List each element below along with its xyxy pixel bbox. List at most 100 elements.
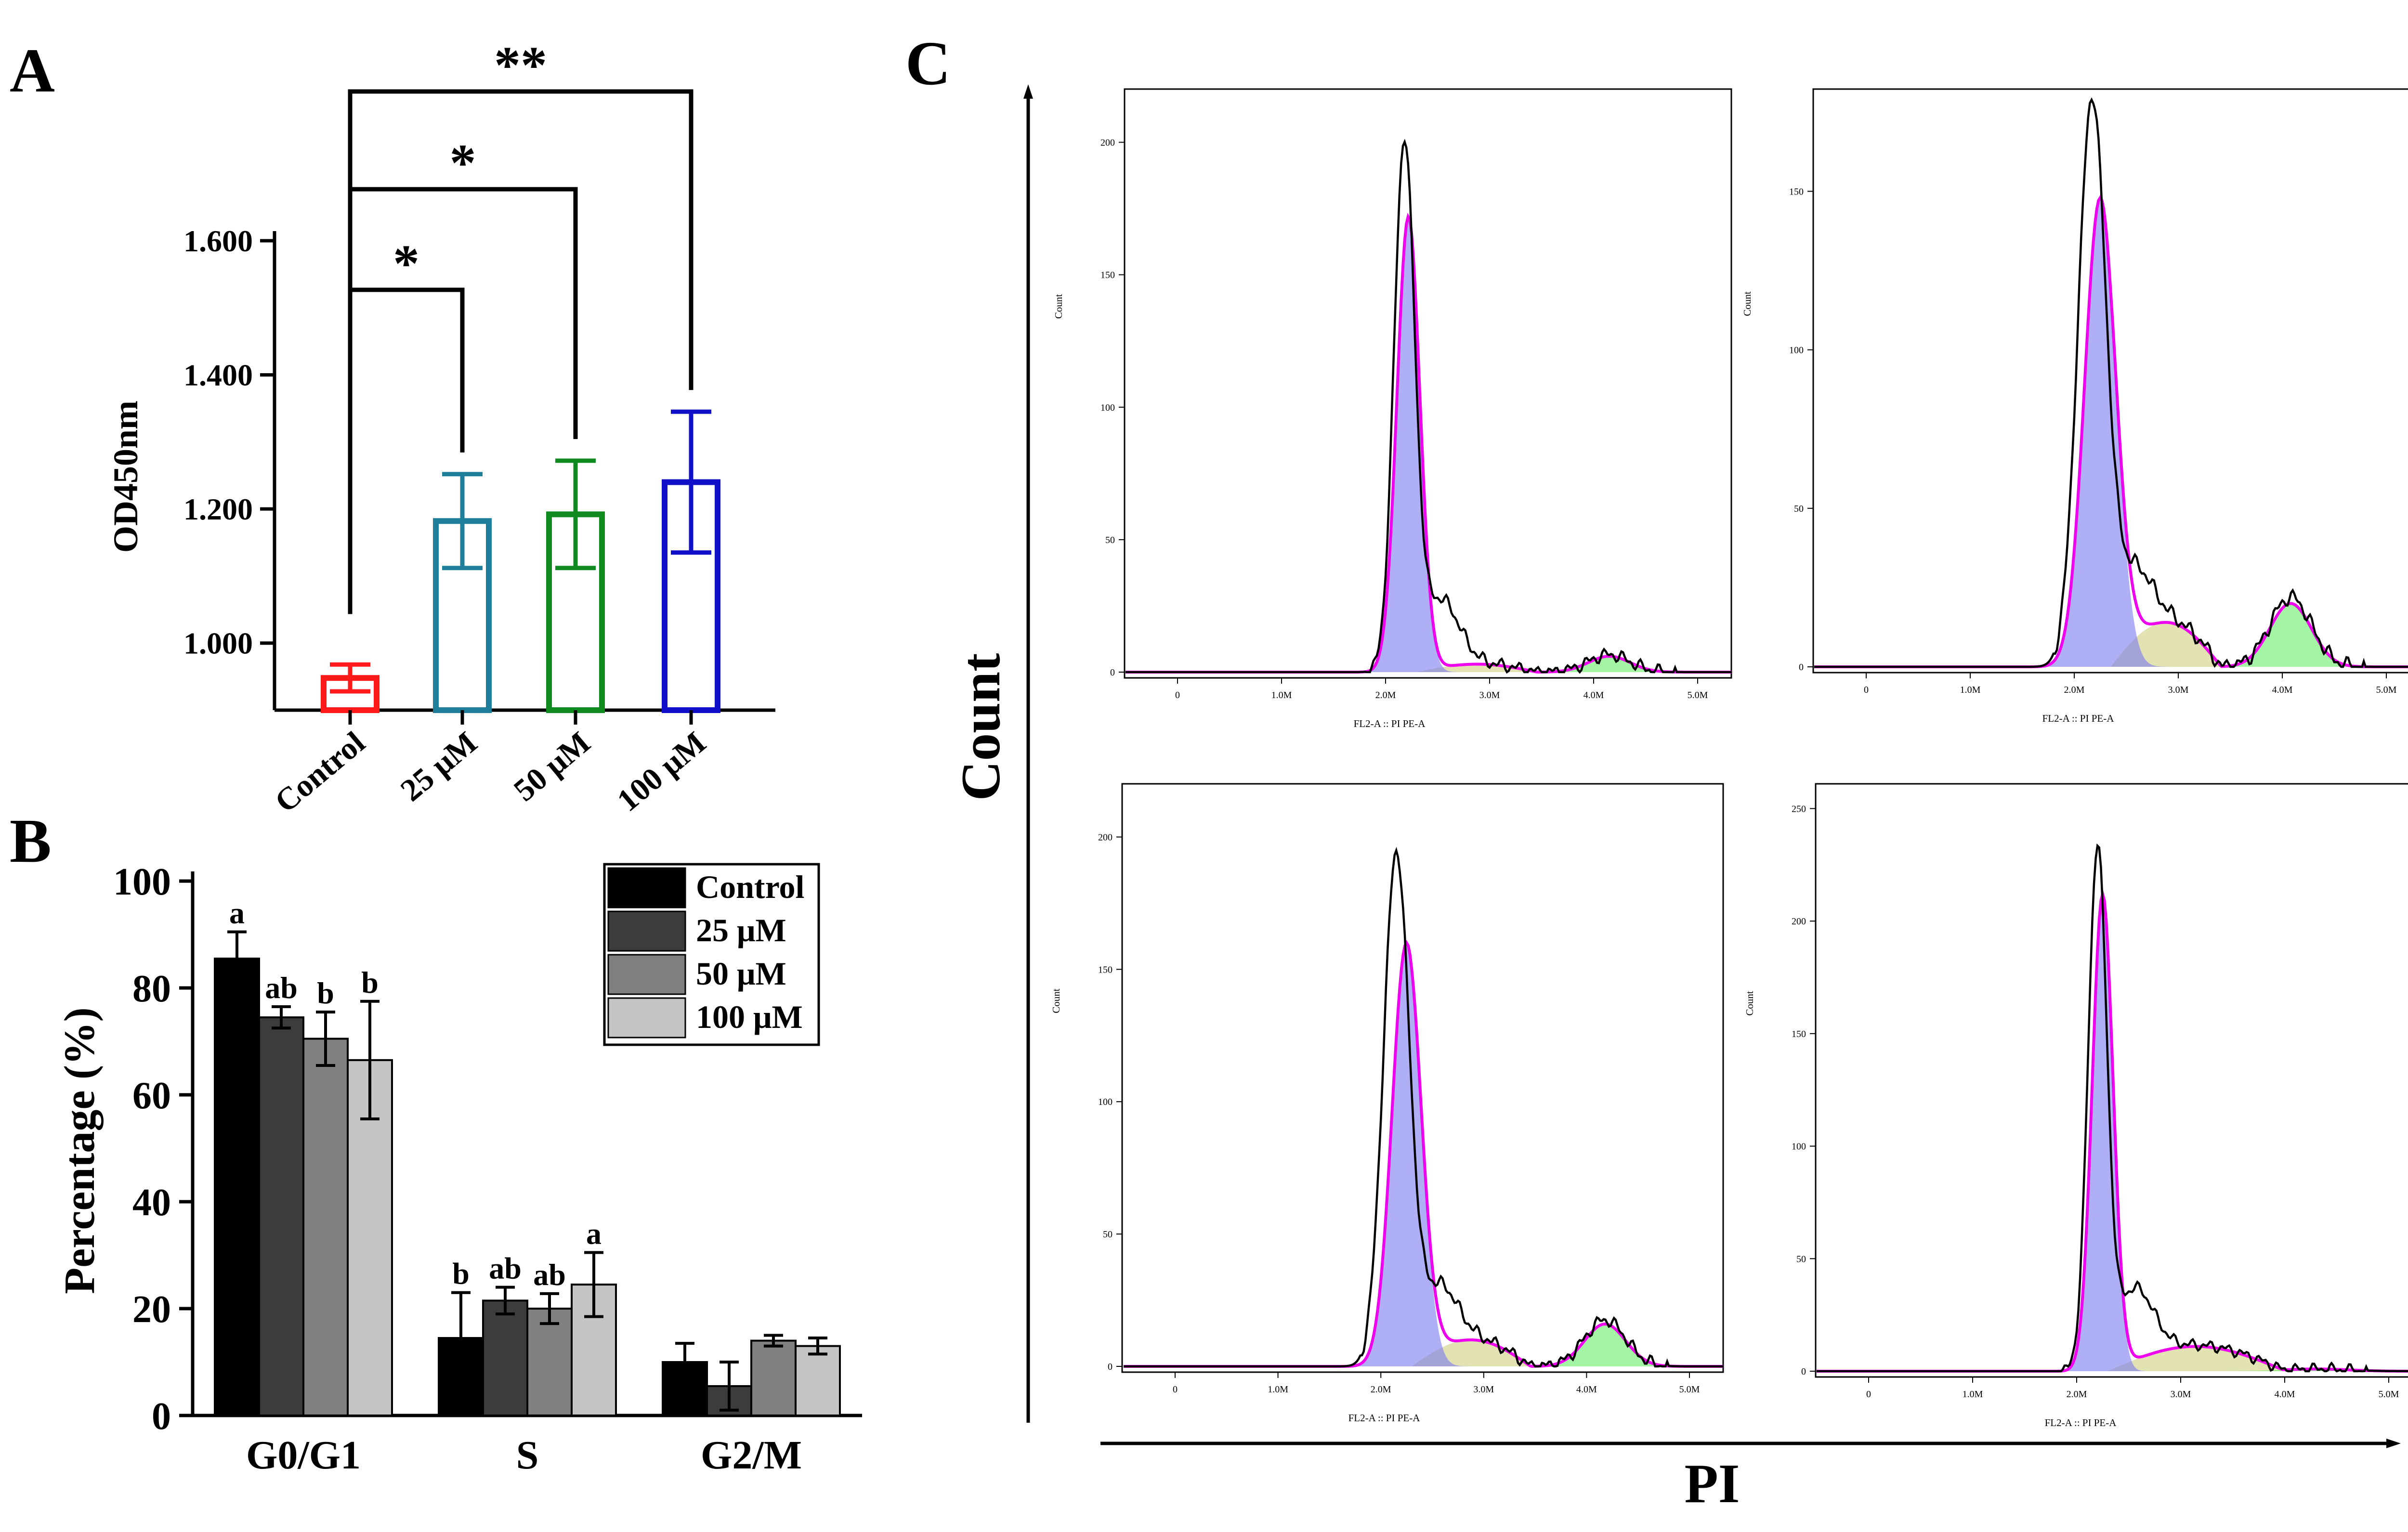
panel-c-histogram: 0 1.0M 2.0M 3.0M 4.0M 5.0M 0 50 100 150 200 FL2-A :… [1053, 88, 1732, 729]
panel-c-ytick-label: 100 [1098, 1097, 1112, 1107]
panel-c-ytick-label: 200 [1792, 916, 1806, 927]
panel-c-ytick-label: 100 [1789, 345, 1804, 356]
panel-c-ytick-label: 150 [1100, 270, 1115, 281]
panel-c-xtick-label: 1.0M [1268, 1384, 1288, 1395]
panel-c-subplot-ylabel: Count [1050, 988, 1062, 1013]
panel-a-ylabel: OD450nm [106, 401, 145, 553]
panel-c-subplot-xlabel: FL2-A :: PI PE-A [2045, 1417, 2117, 1428]
panel-c-xtick-label: 3.0M [2171, 1389, 2191, 1400]
panel-c-histogram: 0 1.0M 2.0M 3.0M 4.0M 5.0M 0 50 100 150 200 FL2-A :… [1050, 783, 1724, 1424]
panel-c-xtick-label: 0 [1175, 690, 1180, 701]
panel-b-significance-letter: b [317, 976, 334, 1010]
panel-c-ytick-label: 200 [1100, 138, 1115, 148]
panel-a-xtick-label: 25 μM [394, 725, 484, 808]
panel-b-ytick-label: 20 [132, 1288, 171, 1331]
panel-a-significance-label: * [393, 234, 419, 293]
panel-c-g2-phase-area [1124, 1324, 1723, 1366]
panel-b-ytick-label: 40 [132, 1181, 171, 1224]
panel-a-od450-chart: OD450nm 1.000 1.200 1.400 1.600 Control 25 μM… [106, 36, 775, 819]
panel-b-significance-letter: b [361, 965, 379, 1000]
panel-c-ytick-label: 150 [1098, 964, 1112, 975]
panel-b-ylabel: Percentage (%) [56, 1007, 104, 1294]
panel-c-g2-phase-area [1814, 603, 2408, 667]
panel-c-xtick-label: 1.0M [1963, 1389, 1983, 1400]
panel-b-bar [750, 1339, 797, 1417]
panel-c-xtick-label: 0 [1173, 1384, 1178, 1395]
panel-b-significance-letter: a [229, 896, 245, 930]
panel-c-xtick-label: 5.0M [1688, 690, 1708, 701]
panel-c-xtick-label: 3.0M [2168, 685, 2189, 695]
panel-c-subplot-ylabel: Count [1744, 991, 1755, 1016]
panel-c-xtick-label: 2.0M [1375, 690, 1396, 701]
panel-a-significance-bracket [348, 287, 465, 614]
panel-a-xtick-label: 50 μM [507, 725, 597, 808]
panel-c-flow-cytometry: Count PI 0 1.0M 2.0M 3.0M 4.0M 5.0M 0 50 100 150 2… [950, 84, 2408, 1514]
panel-c-subplot-xlabel: FL2-A :: PI PE-A [2042, 713, 2115, 724]
panel-b-bar [214, 957, 260, 1416]
panel-c-xtick-label: 5.0M [2376, 685, 2397, 695]
panel-c-ytick-label: 50 [1794, 504, 1804, 514]
panel-c-ytick-label: 50 [1105, 535, 1115, 545]
panel-c-y-arrowhead [1023, 84, 1033, 99]
panel-c-raw-histogram-curve [1124, 846, 1723, 1368]
panel-a-xtick-label: 100 μM [611, 725, 713, 818]
panel-b-xtick-label: G0/G1 [246, 1433, 361, 1478]
panel-b-significance-letter: ab [533, 1258, 566, 1292]
panel-label-a: A [10, 36, 55, 105]
panel-a-significance-bracket [348, 89, 694, 614]
panel-c-xtick-label: 4.0M [1584, 690, 1604, 701]
panel-b-ytick-label: 60 [132, 1075, 171, 1117]
panel-c-xtick-label: 3.0M [1479, 690, 1500, 701]
panel-c-raw-histogram-curve [1814, 97, 2408, 668]
panel-b-significance-letter: ab [489, 1251, 522, 1285]
panel-b-legend-swatch [607, 867, 686, 909]
panel-b-legend-label: 25 μM [696, 912, 786, 948]
panel-a-ytick-label: 1.400 [183, 358, 253, 392]
panel-c-xtick-label: 4.0M [2272, 685, 2293, 695]
panel-b-legend-label: 50 μM [696, 955, 786, 992]
panel-c-ytick-label: 100 [1792, 1142, 1806, 1152]
panel-b-ytick-label: 0 [152, 1395, 171, 1438]
panel-c-ytick-label: 0 [1110, 667, 1115, 678]
panel-c-g2-phase-area [1125, 656, 1731, 672]
panel-c-ytick-label: 50 [1103, 1229, 1112, 1240]
panel-c-x-arrowhead [2386, 1439, 2401, 1448]
panel-a-significance-label: * [450, 133, 476, 192]
panel-b-xtick-label: S [516, 1433, 539, 1478]
panel-b-bar [526, 1308, 573, 1416]
panel-b-bar [482, 1299, 528, 1417]
panel-c-g1-phase-area [1814, 197, 2408, 667]
panel-c-xlabel: PI [1685, 1453, 1740, 1514]
panel-b-bar [795, 1345, 841, 1416]
panel-a-significance-label: ** [494, 36, 547, 94]
panel-c-xtick-label: 1.0M [1960, 685, 1981, 695]
panel-c-xtick-label: 4.0M [2275, 1389, 2295, 1400]
panel-c-subplot-xlabel: FL2-A :: PI PE-A [1354, 718, 1426, 729]
panel-c-ytick-label: 100 [1100, 402, 1115, 413]
panel-c-subplot-xlabel: FL2-A :: PI PE-A [1348, 1412, 1421, 1424]
panel-b-ytick-label: 100 [113, 861, 171, 903]
panel-label-c: C [905, 29, 951, 98]
panel-c-xtick-label: 0 [1864, 685, 1869, 695]
panel-c-xtick-label: 5.0M [2379, 1389, 2399, 1400]
panel-c-xtick-label: 2.0M [1371, 1384, 1391, 1395]
panel-c-xtick-label: 2.0M [2067, 1389, 2087, 1400]
panel-c-ytick-label: 200 [1098, 832, 1112, 843]
panel-b-legend-swatch [607, 910, 686, 952]
panel-c-g1-phase-area [1817, 894, 2408, 1371]
panel-c-ylabel: Count [950, 653, 1011, 801]
panel-c-ytick-label: 250 [1792, 804, 1806, 814]
panel-c-ytick-label: 150 [1792, 1029, 1806, 1039]
panel-b-bar [302, 1038, 349, 1416]
panel-b-legend-label: Control [696, 869, 804, 905]
panel-b-significance-letter: ab [265, 971, 298, 1005]
panel-b-significance-letter: b [452, 1257, 470, 1291]
panel-b-bar [258, 1016, 304, 1417]
panel-c-ytick-label: 150 [1789, 186, 1804, 197]
panel-c-xtick-label: 0 [1866, 1389, 1871, 1400]
panel-b-legend-label: 100 μM [696, 999, 803, 1035]
panel-c-plot-frame [1121, 783, 1724, 1373]
